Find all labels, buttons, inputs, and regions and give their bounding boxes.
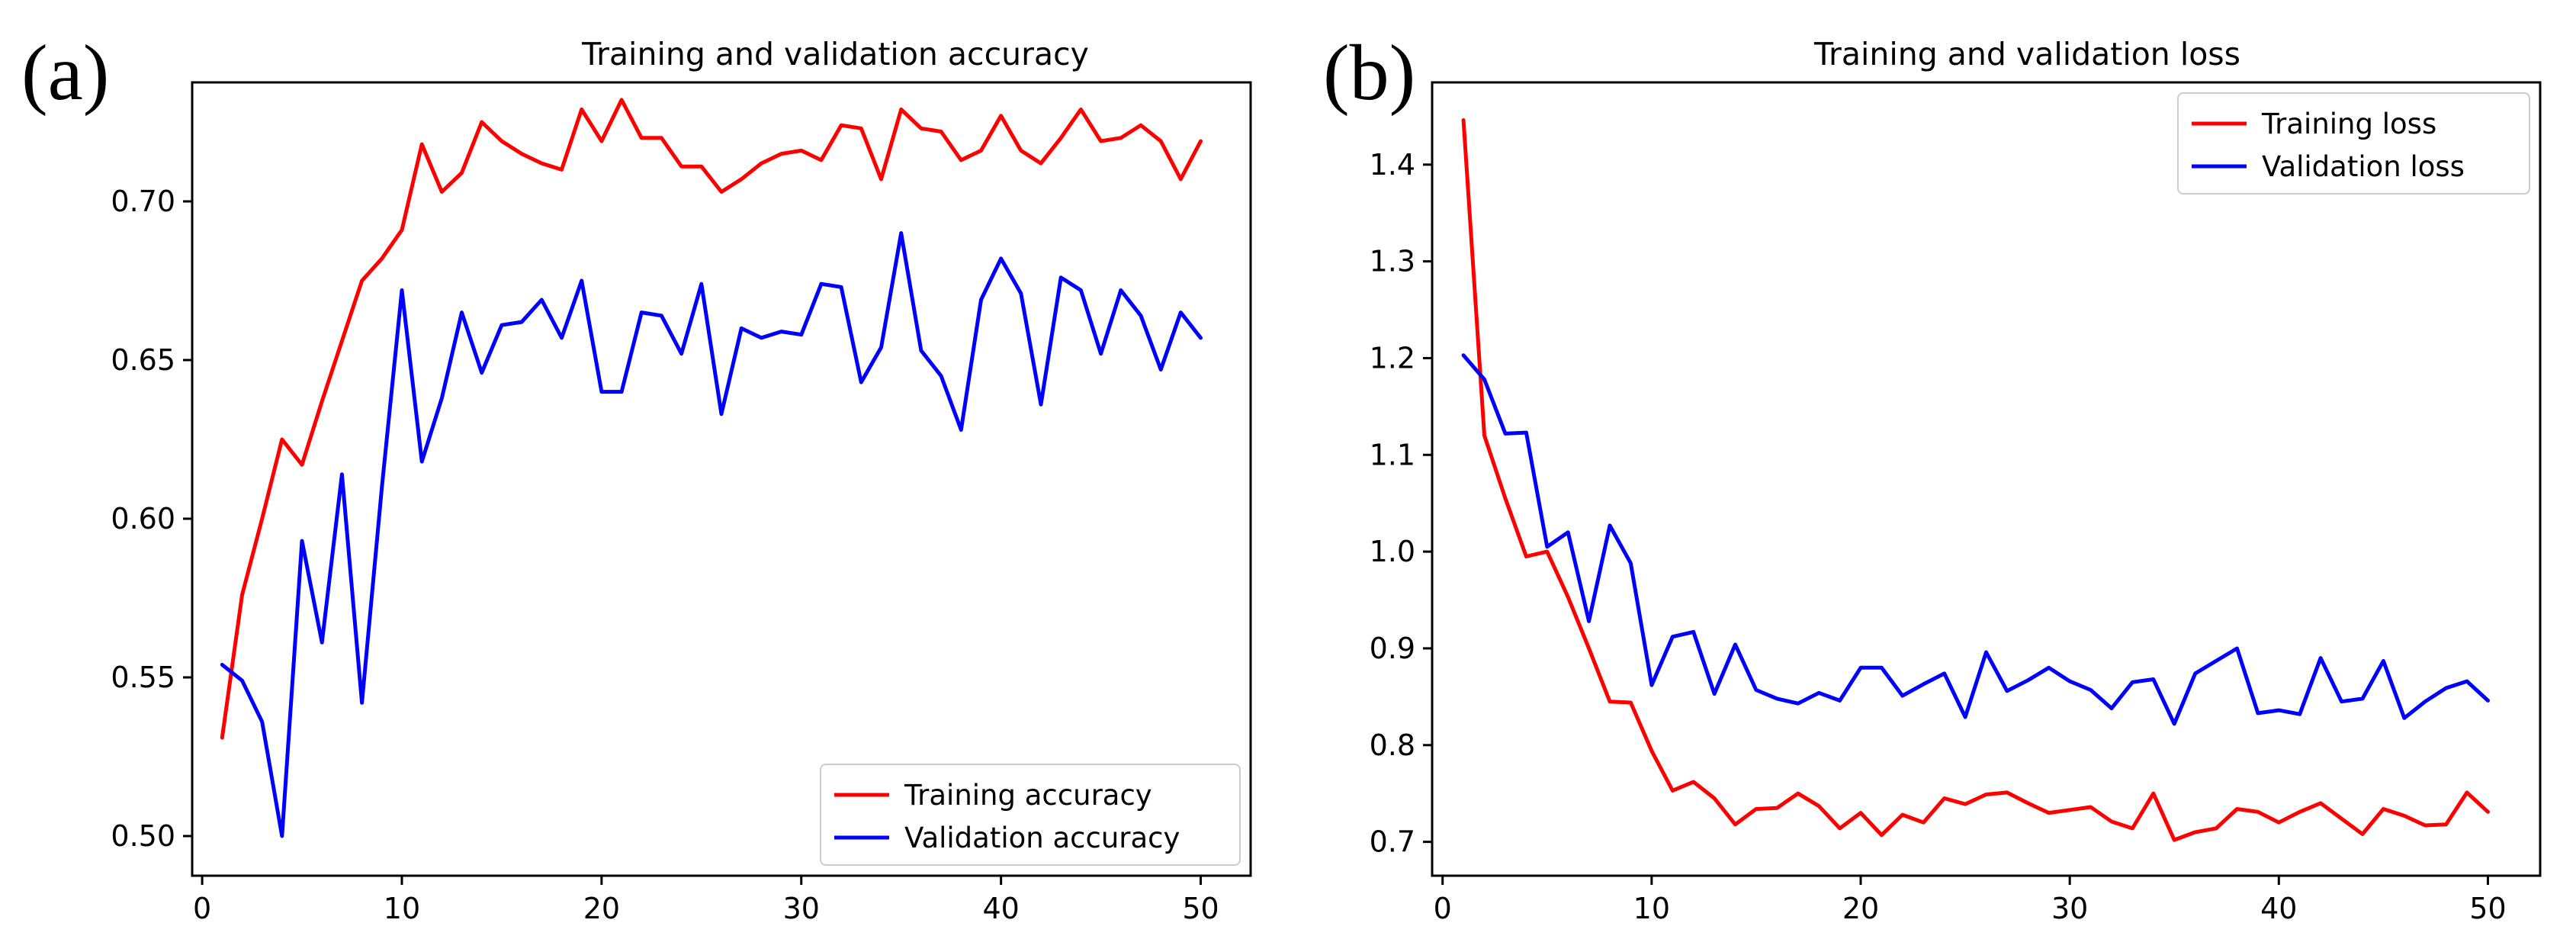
loss-chart-frame: [1431, 81, 2542, 877]
accuracy-chart-x-tick-label-2: 20: [583, 892, 620, 925]
accuracy-chart-training-accuracy-line: [220, 98, 1203, 740]
loss-chart-y-tick-label-3: 1.0: [1370, 535, 1415, 568]
accuracy-chart-y-axis-ticks: 0.50 0.55 0.60 0.65 0.70: [111, 185, 192, 853]
loss-chart-x-tick-label-4: 40: [2260, 892, 2297, 925]
accuracy-chart-y-tick-label-4: 0.70: [111, 185, 175, 218]
panel-b-label: (b): [1323, 29, 1415, 117]
accuracy-chart-x-tick-label-1: 10: [384, 892, 420, 925]
accuracy-chart-title: Training and validation accuracy: [581, 36, 1089, 72]
loss-chart-validation-loss-line: [1461, 353, 2490, 726]
loss-chart-y-tick-label-0: 0.7: [1370, 825, 1415, 859]
accuracy-chart-x-tick-label-5: 50: [1182, 892, 1219, 925]
accuracy-chart-x-tick-label-4: 40: [982, 892, 1019, 925]
loss-chart-legend: Training loss Validation loss: [2177, 92, 2530, 195]
loss-chart-legend-label-training-loss: Training loss: [2261, 108, 2436, 140]
loss-chart-y-tick-label-6: 1.3: [1370, 245, 1415, 278]
accuracy-chart-validation-accuracy-line: [220, 231, 1203, 838]
loss-chart-title: Training and validation loss: [1813, 36, 2240, 72]
accuracy-chart-legend: Training accuracy Validation accuracy: [820, 764, 1241, 866]
accuracy-chart-frame: [191, 81, 1252, 877]
accuracy-chart-y-tick-label-2: 0.60: [111, 502, 175, 536]
accuracy-chart-legend-label-training-accuracy: Training accuracy: [904, 779, 1152, 812]
loss-chart-x-tick-label-1: 10: [1633, 892, 1670, 925]
panel-a-label: (a): [21, 29, 109, 117]
loss-chart-series: [1461, 118, 2490, 842]
loss-chart-y-axis-ticks: 0.7 0.8 0.9 1.0 1.1 1.2 1.3 1.4: [1370, 148, 1432, 859]
accuracy-chart-series: [220, 98, 1203, 838]
loss-chart-y-tick-label-4: 1.1: [1370, 438, 1415, 471]
accuracy-chart: Training and validation accuracy 0 10 20 30…: [111, 36, 1252, 925]
loss-chart-x-tick-label-2: 20: [1842, 892, 1879, 925]
accuracy-chart-x-tick-label-0: 0: [193, 892, 211, 925]
accuracy-chart-y-tick-label-0: 0.50: [111, 819, 175, 853]
loss-chart-x-tick-label-5: 50: [2469, 892, 2506, 925]
loss-chart-y-tick-label-1: 0.8: [1370, 728, 1415, 762]
loss-chart-y-tick-label-2: 0.9: [1370, 632, 1415, 665]
accuracy-chart-y-tick-label-1: 0.55: [111, 661, 175, 694]
accuracy-chart-legend-label-validation-accuracy: Validation accuracy: [904, 822, 1180, 854]
loss-chart: Training and validation loss 0 10 20 30 40 50…: [1370, 36, 2542, 925]
accuracy-chart-legend-box: [820, 764, 1241, 866]
loss-chart-x-tick-label-3: 30: [2051, 892, 2088, 925]
accuracy-chart-x-axis-ticks: 0 10 20 30 40 50: [193, 876, 1219, 925]
loss-chart-legend-box: [2177, 92, 2530, 195]
loss-chart-x-tick-label-0: 0: [1434, 892, 1452, 925]
loss-chart-training-loss-line: [1461, 118, 2490, 842]
loss-chart-y-tick-label-7: 1.4: [1370, 148, 1415, 182]
accuracy-chart-x-tick-label-3: 30: [783, 892, 820, 925]
accuracy-chart-y-tick-label-3: 0.65: [111, 343, 175, 377]
loss-chart-legend-label-validation-loss: Validation loss: [2262, 150, 2465, 183]
loss-chart-x-axis-ticks: 0 10 20 30 40 50: [1434, 876, 2507, 925]
loss-chart-y-tick-label-5: 1.2: [1370, 341, 1415, 375]
